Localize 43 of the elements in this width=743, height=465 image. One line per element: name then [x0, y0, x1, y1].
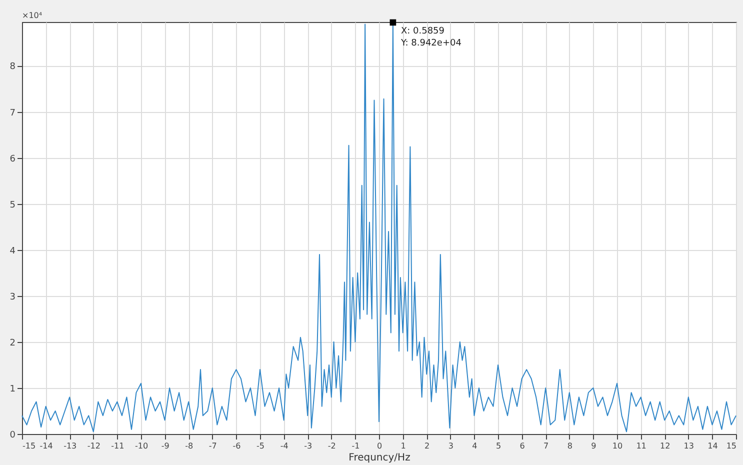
x-tick-label: -9: [161, 442, 170, 450]
x-tick-label: -1: [352, 442, 360, 450]
x-tick-label: 5: [496, 442, 502, 450]
x-tick-label: -13: [64, 442, 77, 450]
x-tick-label: 10: [612, 442, 623, 450]
x-tick-label: 14: [708, 442, 718, 450]
x-tick-label: -5: [256, 442, 264, 450]
x-tick-label: 7: [544, 442, 549, 450]
y-tick-label: 1: [10, 384, 16, 394]
x-tick-label: -12: [87, 442, 100, 450]
x-tick-label: 12: [660, 442, 670, 450]
annotation: X: 0.5859 Y: 8.942e+04: [400, 26, 462, 48]
y-tick-label: 3: [10, 292, 16, 302]
y-tick-label: 7: [10, 108, 16, 118]
x-tick-label: -2: [328, 442, 336, 450]
x-tick-label: -4: [280, 442, 288, 450]
text: ×10⁴: [22, 11, 42, 20]
y-tick-label: 2: [10, 338, 16, 348]
x-tick-label: -15: [22, 442, 36, 450]
y-tick-label: 0: [10, 430, 16, 440]
x-tick-label: 8: [567, 442, 572, 450]
x-tick-label: 13: [684, 442, 694, 450]
x-tick-label: -11: [111, 442, 124, 450]
x-tick-label: 0: [376, 442, 382, 450]
x-tick-label: -8: [185, 442, 194, 450]
x-tick-label: -6: [232, 442, 241, 450]
y-tick-label: 8: [10, 62, 16, 72]
x-tick-label: 6: [520, 442, 525, 450]
x-tick-label: -7: [208, 442, 217, 450]
x-tick-label: 11: [636, 442, 646, 450]
x-tick-label: 4: [472, 442, 478, 450]
x-tick-label: 15: [726, 442, 736, 450]
x-axis-title: Frequncy/Hz: [348, 452, 410, 464]
y-tick-label: 5: [10, 200, 16, 210]
x-tick-label: 2: [424, 442, 430, 450]
y-tick-label: 6: [10, 154, 16, 164]
x-tick-label: -14: [40, 442, 53, 450]
x-tick-label: -10: [134, 442, 148, 450]
x-tick-label: 3: [448, 442, 454, 450]
x-tick-label: 1: [400, 442, 406, 450]
y-tick-label: 4: [10, 246, 16, 256]
x-tick-label: 9: [591, 442, 596, 450]
x-tick-label: -3: [304, 442, 312, 450]
